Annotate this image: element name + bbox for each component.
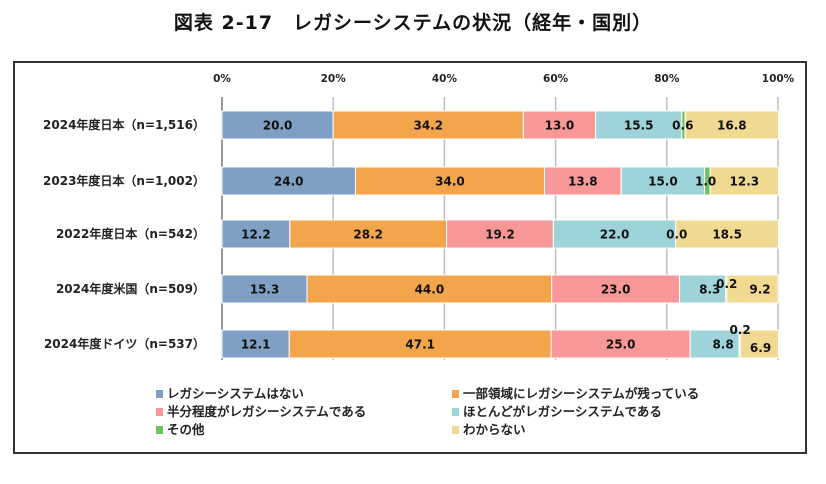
bar-segment xyxy=(522,110,597,140)
bar-segment xyxy=(726,274,779,304)
legend-item: ほとんどがレガシーシステムである xyxy=(452,404,662,419)
legend-item: レガシーシステムはない xyxy=(156,386,304,401)
data-label: 12.1 xyxy=(241,338,271,352)
legend-swatch xyxy=(156,426,163,434)
data-label: 28.2 xyxy=(353,228,383,242)
x-tick-label: 60% xyxy=(543,73,569,85)
bar-segment xyxy=(684,110,780,140)
data-label: 25.0 xyxy=(606,338,636,352)
category-label: 2024年度ドイツ（n=537） xyxy=(44,336,205,351)
bars xyxy=(221,110,780,359)
bar-segment xyxy=(595,110,683,140)
legend-label: 一部領域にレガシーシステムが残っている xyxy=(463,386,699,401)
chart-title: 図表 2-17 レガシーシステムの状況（経年・国別） xyxy=(173,12,653,34)
data-label: 15.3 xyxy=(250,283,280,297)
data-label: 16.8 xyxy=(717,119,747,133)
bar-segment xyxy=(221,219,291,249)
data-label: 0.6 xyxy=(672,119,693,133)
bar-segment xyxy=(709,166,780,196)
x-tick-label: 80% xyxy=(654,73,680,85)
data-label: 20.0 xyxy=(263,119,293,133)
data-label: 13.8 xyxy=(568,175,598,189)
data-label: 18.5 xyxy=(712,228,742,242)
data-label: 23.0 xyxy=(601,283,631,297)
data-labels: 20.0 34.2 13.0 15.5 0.6 16.8 24.0 34.0 13.8 15.0 1… xyxy=(241,119,771,356)
legend-label: わからない xyxy=(463,422,526,437)
bar-segment xyxy=(332,110,524,140)
bar-segment xyxy=(221,274,308,304)
data-label: 34.0 xyxy=(435,175,465,189)
data-label: 9.2 xyxy=(749,283,770,297)
data-label: 22.0 xyxy=(600,228,630,242)
x-tick-label: 0% xyxy=(213,73,231,85)
data-label: 47.1 xyxy=(405,338,435,352)
legend-item: 半分程度がレガシーシステムである xyxy=(156,404,366,419)
bar-segment xyxy=(354,166,545,196)
x-tick-label: 100% xyxy=(762,73,795,85)
data-label: 12.3 xyxy=(730,175,760,189)
bar-segment xyxy=(306,274,553,304)
bar-segment xyxy=(551,274,681,304)
legend-label: レガシーシステムはない xyxy=(167,386,304,401)
category-label: 2022年度日本（n=542） xyxy=(56,226,205,241)
data-label: 0.0 xyxy=(666,228,687,242)
legend-swatch xyxy=(156,408,163,416)
legend-item: 一部領域にレガシーシステムが残っている xyxy=(452,386,699,401)
bar-segment xyxy=(550,329,691,359)
data-label: 24.0 xyxy=(274,175,304,189)
category-label: 2023年度日本（n=1,002） xyxy=(43,173,205,188)
legend-label: ほとんどがレガシーシステムである xyxy=(463,404,662,419)
x-tick-label: 40% xyxy=(432,73,458,85)
x-tick-label: 20% xyxy=(321,73,347,85)
legend: レガシーシステムはない 一部領域にレガシーシステムが残っている半分程度がレガシーシ… xyxy=(156,386,699,437)
data-label: 13.0 xyxy=(545,119,575,133)
data-label: 8.8 xyxy=(712,338,733,352)
data-label: 15.0 xyxy=(648,175,678,189)
data-label: 8.3 xyxy=(699,283,720,297)
data-label: 0.2 xyxy=(716,277,737,291)
category-label: 2024年度米国（n=509） xyxy=(56,281,205,296)
bar-segment xyxy=(620,166,706,196)
bar-segment xyxy=(739,329,780,359)
bar-segment xyxy=(289,219,448,249)
bar-segment xyxy=(288,329,552,359)
category-labels: 2024年度日本（n=1,516） 2023年度日本（n=1,002） 2022年度… xyxy=(43,117,205,351)
legend-swatch xyxy=(452,390,459,398)
bar-segment xyxy=(675,219,780,249)
category-label: 2024年度日本（n=1,516） xyxy=(43,117,205,132)
legend-item: わからない xyxy=(452,422,526,437)
bar-segment xyxy=(552,219,677,249)
legend-swatch xyxy=(452,426,459,434)
data-label: 1.0 xyxy=(695,175,716,189)
bar-segment xyxy=(221,329,290,359)
data-label: 0.2 xyxy=(729,323,750,337)
data-label: 12.2 xyxy=(241,228,271,242)
legend-swatch xyxy=(156,390,163,398)
x-axis-ticks: 0% 20% 40% 60% 80% 100% xyxy=(213,73,795,85)
bar-segment xyxy=(689,329,740,359)
data-label: 34.2 xyxy=(413,119,443,133)
bar-segment xyxy=(446,219,554,249)
data-label: 6.9 xyxy=(750,341,771,355)
data-label: 44.0 xyxy=(415,283,445,297)
legend-swatch xyxy=(452,408,459,416)
bar-segment xyxy=(679,274,727,304)
legend-item: その他 xyxy=(156,422,205,437)
legend-label: 半分程度がレガシーシステムである xyxy=(167,404,366,419)
data-label: 15.5 xyxy=(624,119,654,133)
legend-label: その他 xyxy=(167,422,205,437)
data-label: 19.2 xyxy=(485,228,515,242)
bar-segment xyxy=(221,110,334,140)
